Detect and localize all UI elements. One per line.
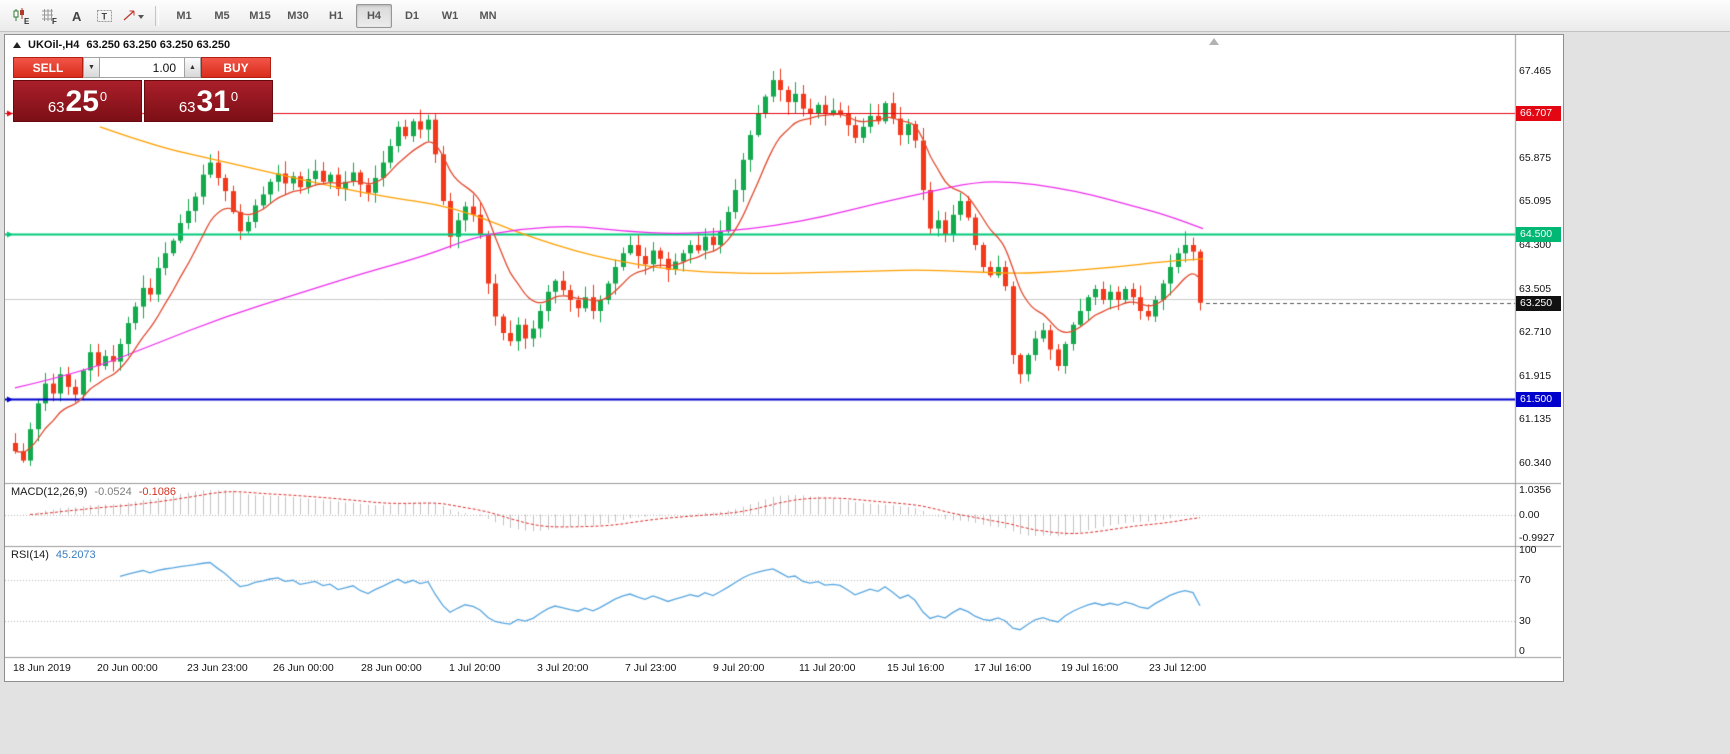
timeframe-group: M1 M5 M15 M30 H1 H4 D1 W1 MN (166, 3, 506, 28)
price-tick-label: 62.710 (1519, 326, 1552, 338)
sell-button[interactable]: SELL (13, 57, 83, 78)
time-axis-label: 28 Jun 00:00 (361, 662, 422, 674)
svg-text:T: T (102, 11, 108, 21)
time-axis-label: 20 Jun 00:00 (97, 662, 158, 674)
buy-button[interactable]: BUY (201, 57, 271, 78)
chart-symbol-header: UKOil-,H4 63.250 63.250 63.250 63.250 (13, 39, 230, 51)
chart-properties-icon: E (11, 7, 31, 25)
rsi-tick-label: 70 (1519, 574, 1531, 586)
font-button[interactable]: A (64, 4, 90, 28)
price-level-badge: 64.500 (1516, 227, 1561, 242)
text-label-icon: T (95, 7, 115, 25)
macd-label: MACD(12,26,9) (11, 486, 88, 498)
macd-main-value: -0.0524 (94, 486, 132, 498)
svg-text:F: F (52, 17, 57, 25)
macd-tick-label: 1.0356 (1519, 484, 1552, 496)
svg-text:A: A (72, 9, 82, 24)
time-axis-label: 19 Jul 16:00 (1061, 662, 1119, 674)
chart-area: UKOil-,H4 63.250 63.250 63.250 63.250 SE… (5, 35, 1561, 679)
text-label-button[interactable]: T (92, 4, 118, 28)
macd-pane-header: MACD(12,26,9) -0.0524 -0.1086 (11, 486, 176, 498)
timeframe-d1-button[interactable]: D1 (404, 9, 420, 22)
price-tick-label: 65.875 (1519, 152, 1552, 164)
time-axis-label: 1 Jul 20:00 (449, 662, 501, 674)
time-axis-label: 26 Jun 00:00 (273, 662, 334, 674)
price-tick-label: 61.135 (1519, 413, 1552, 425)
timeframe-m1-button[interactable]: M1 (176, 9, 192, 22)
time-axis-label: 18 Jun 2019 (13, 662, 71, 674)
buy-price-point: 0 (230, 89, 239, 104)
timeframe-m30-button[interactable]: M30 (287, 9, 309, 22)
svg-text:E: E (24, 17, 30, 25)
price-tick-label: 64.300 (1519, 239, 1552, 251)
time-axis-label: 3 Jul 20:00 (537, 662, 589, 674)
price-tick-label: 63.505 (1519, 283, 1552, 295)
price-tick-label: 60.340 (1519, 457, 1552, 469)
price-level-badge: 61.500 (1516, 392, 1561, 407)
sell-price-point: 0 (99, 89, 108, 104)
sell-price-display[interactable]: 63 25 0 (13, 80, 142, 122)
rsi-tick-label: 0 (1519, 645, 1525, 657)
one-click-collapse-icon[interactable] (13, 42, 21, 48)
grid-button[interactable]: F (36, 4, 62, 28)
rsi-tick-label: 30 (1519, 615, 1531, 627)
timeframe-w1-button[interactable]: W1 (441, 9, 459, 22)
font-icon: A (67, 7, 87, 25)
macd-signal-value: -0.1086 (138, 486, 177, 498)
workspace-background: UKOil-,H4 63.250 63.250 63.250 63.250 SE… (0, 32, 1730, 754)
time-axis-label: 23 Jun 23:00 (187, 662, 248, 674)
price-tick-label: 67.465 (1519, 65, 1552, 77)
one-click-trading-panel: SELL ▼ ▲ BUY 63 25 0 63 (13, 57, 273, 122)
price-level-badge: 66.707 (1516, 106, 1561, 121)
line-studies-button[interactable] (120, 4, 148, 28)
sell-price-whole: 63 (47, 99, 65, 116)
symbol-timeframe-label: UKOil-,H4 (28, 39, 80, 51)
volume-input[interactable] (100, 57, 184, 78)
time-axis-label: 9 Jul 20:00 (713, 662, 765, 674)
timeframe-m15-button[interactable]: M15 (249, 9, 271, 22)
time-axis-label: 11 Jul 20:00 (799, 662, 856, 674)
chart-window: UKOil-,H4 63.250 63.250 63.250 63.250 SE… (4, 34, 1564, 682)
time-axis-label: 17 Jul 16:00 (974, 662, 1032, 674)
buy-price-whole: 63 (178, 99, 196, 116)
rsi-value: 45.2073 (55, 549, 96, 561)
macd-tick-label: -0.9927 (1519, 532, 1555, 544)
time-axis-label: 23 Jul 12:00 (1149, 662, 1207, 674)
buy-price-display[interactable]: 63 31 0 (144, 80, 273, 122)
price-tick-label: 61.915 (1519, 370, 1552, 382)
sell-price-pips: 25 (65, 85, 99, 118)
ohlc-values: 63.250 63.250 63.250 63.250 (86, 39, 231, 51)
toolbar: E F A T M1 M5 M15 M30 H1 H4 D1 W1 MN (0, 0, 1730, 32)
one-click-price-row: 63 25 0 63 31 0 (13, 80, 273, 122)
time-axis-label: 7 Jul 23:00 (625, 662, 677, 674)
volume-decrease-button[interactable]: ▼ (83, 57, 100, 78)
volume-increase-button[interactable]: ▲ (184, 57, 201, 78)
timeframe-m5-button[interactable]: M5 (214, 9, 230, 22)
price-chart-canvas[interactable] (5, 35, 1561, 679)
one-click-order-row: SELL ▼ ▲ BUY (13, 57, 273, 78)
timeframe-h4-button[interactable]: H4 (356, 3, 392, 28)
rsi-label: RSI(14) (11, 549, 49, 561)
buy-price-pips: 31 (196, 85, 230, 118)
rsi-tick-label: 100 (1519, 544, 1537, 556)
timeframe-h1-button[interactable]: H1 (328, 9, 344, 22)
rsi-pane-header: RSI(14) 45.2073 (11, 549, 96, 561)
time-axis-label: 15 Jul 16:00 (887, 662, 945, 674)
price-tick-label: 65.095 (1519, 195, 1552, 207)
macd-tick-label: 0.00 (1519, 509, 1540, 521)
chart-properties-button[interactable]: E (8, 4, 34, 28)
toolbar-separator (155, 5, 159, 26)
timeframe-mn-button[interactable]: MN (479, 9, 497, 22)
price-level-badge: 63.250 (1516, 296, 1561, 311)
chart-shift-marker-icon[interactable] (1209, 38, 1219, 45)
grid-icon: F (39, 7, 59, 25)
line-studies-icon (121, 7, 147, 25)
